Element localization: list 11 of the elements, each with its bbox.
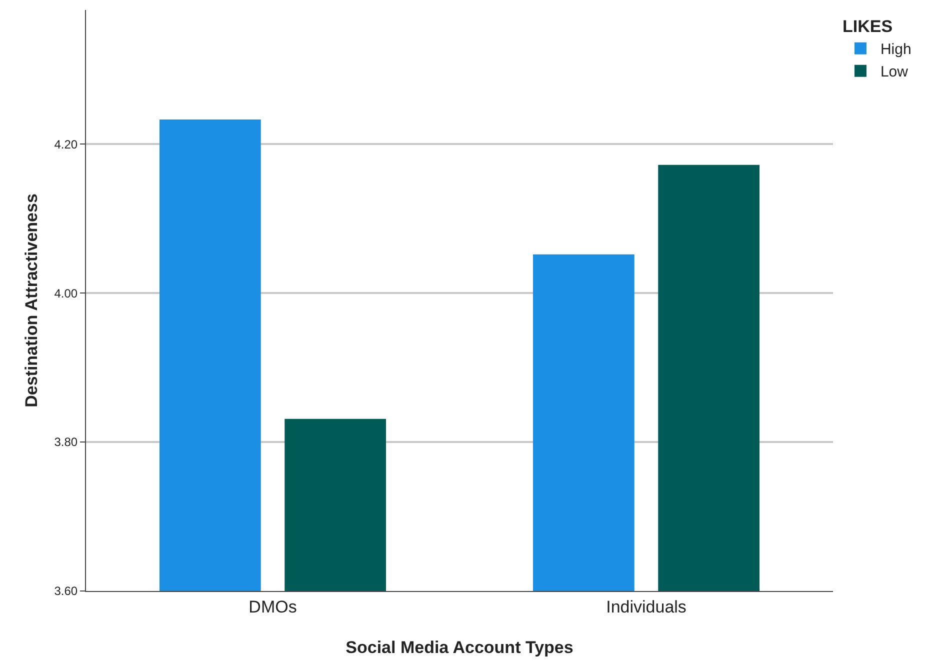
y-tick-label: 4.20 [54,137,78,152]
y-axis-title: Destination Attractiveness [22,194,41,408]
x-tick-label: Individuals [606,597,686,616]
y-tick-label: 3.60 [54,584,78,598]
y-tick-label: 3.80 [54,435,78,450]
legend-title: LIKES [842,17,893,36]
legend-label: Low [880,64,908,81]
x-axis-title: Social Media Account Types [346,638,574,657]
x-tick-label: DMOs [248,597,297,616]
legend-label: High [880,41,912,58]
y-tick-label: 4.00 [54,286,78,300]
